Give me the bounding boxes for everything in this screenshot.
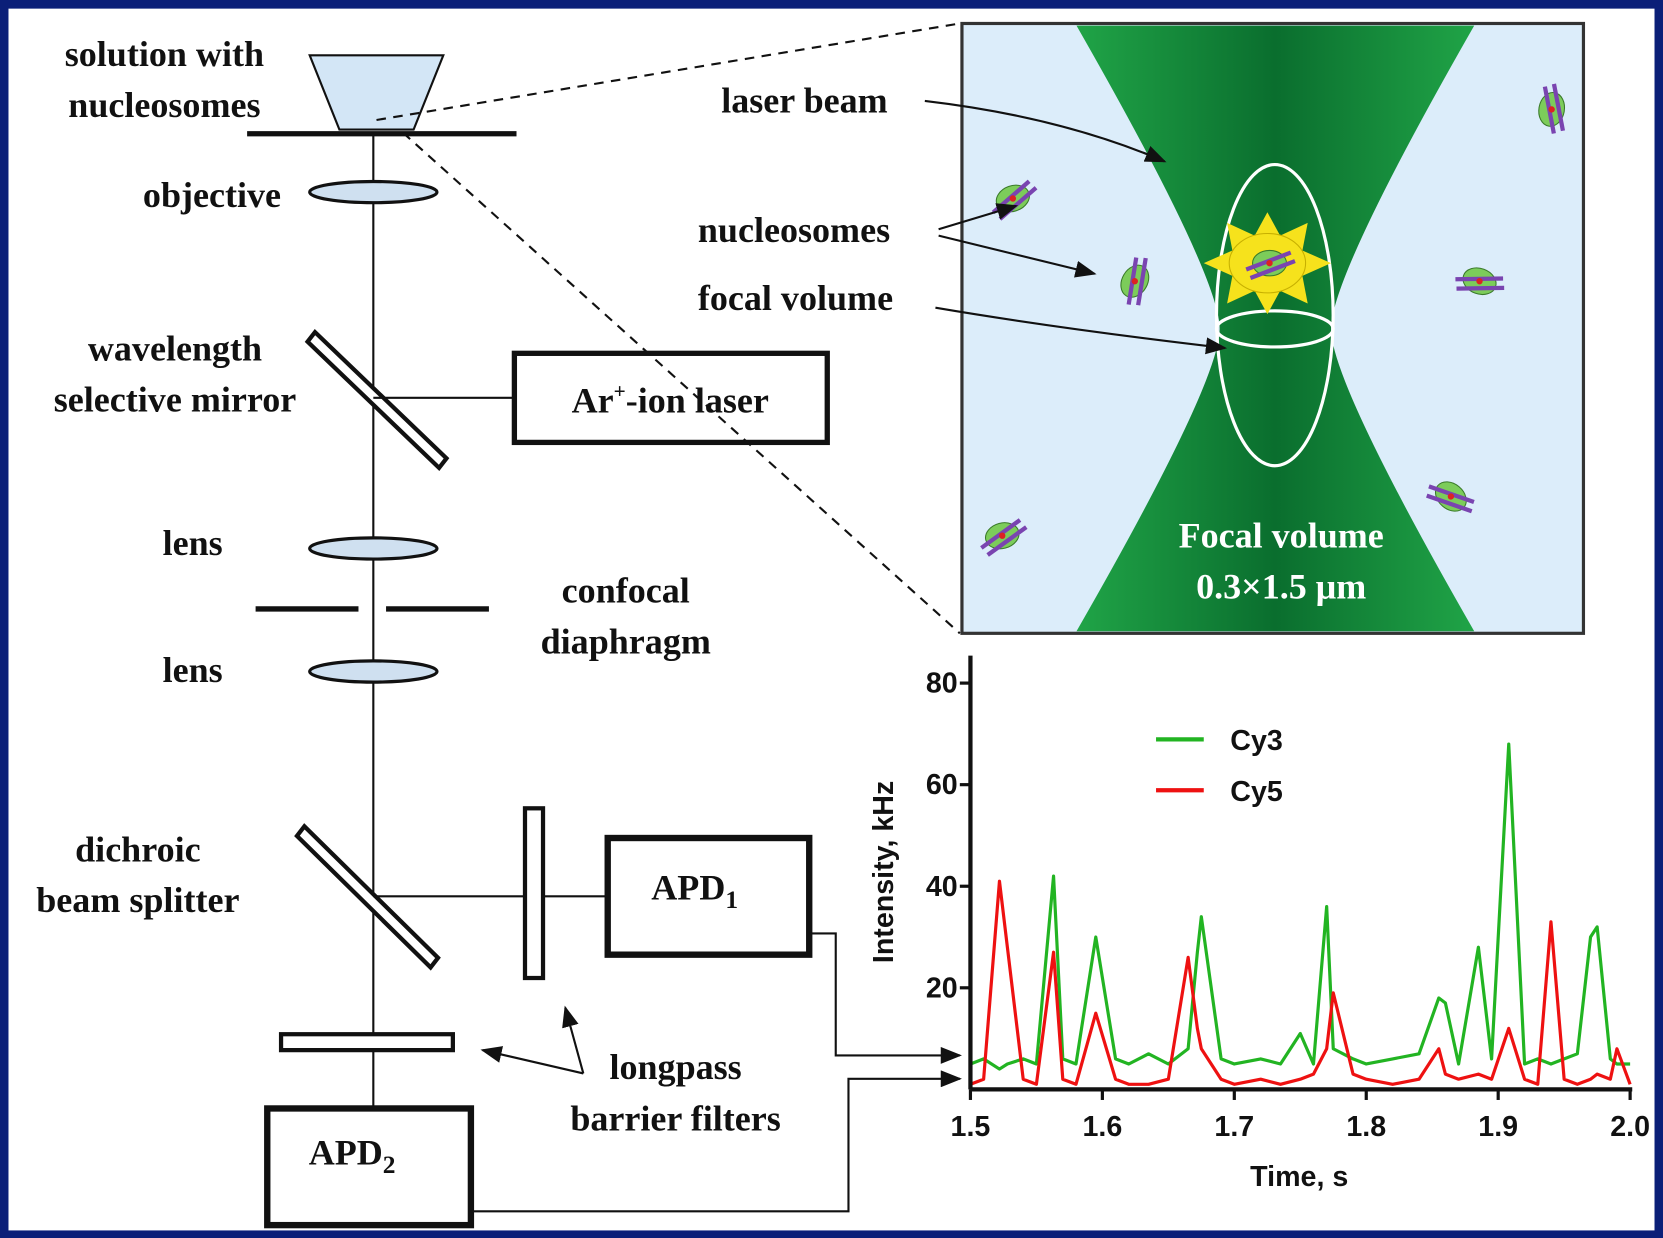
label: nucleosomes (698, 210, 890, 250)
label: APD1 (651, 868, 738, 914)
label: solution with (65, 34, 264, 74)
label: Ar+-ion laser (572, 379, 769, 421)
label: longpass (609, 1047, 741, 1087)
label: focal volume (698, 278, 893, 318)
legend-label: Cy5 (1230, 776, 1283, 808)
x-tick-label: 2.0 (1610, 1111, 1650, 1143)
lens (310, 538, 437, 559)
label: APD (309, 1133, 383, 1173)
y-axis-label: Intensity, kHz (868, 781, 900, 963)
x-tick-label: 1.9 (1478, 1111, 1518, 1143)
label: Ar (572, 381, 614, 421)
label: APD2 (309, 1133, 396, 1179)
x-tick-label: 1.7 (1214, 1111, 1254, 1143)
label: barrier filters (570, 1099, 781, 1139)
filter (281, 1034, 453, 1050)
label: 2 (383, 1150, 396, 1179)
lens (310, 661, 437, 682)
label: nucleosomes (68, 85, 260, 125)
label: objective (143, 175, 281, 215)
figure: solution with nucleosomes objective wave… (0, 0, 1663, 1238)
label: + (614, 379, 626, 403)
label: dichroic (75, 829, 200, 869)
label: lens (163, 650, 223, 690)
y-tick-label: 20 (926, 972, 958, 1004)
label: Focal volume (1179, 515, 1384, 555)
label: diaphragm (541, 621, 711, 661)
label: -ion laser (626, 381, 769, 421)
x-tick-label: 1.6 (1082, 1111, 1122, 1143)
label: laser beam (721, 81, 888, 121)
label: confocal (562, 571, 690, 611)
label: lens (163, 523, 223, 563)
x-axis-label: Time, s (1250, 1161, 1348, 1193)
x-tick-label: 1.8 (1346, 1111, 1386, 1143)
label: beam splitter (36, 880, 239, 920)
label: wavelength (88, 329, 262, 369)
label: APD (651, 868, 725, 908)
y-tick-label: 40 (926, 871, 958, 903)
x-tick-label: 1.5 (951, 1111, 991, 1143)
label: 0.3×1.5 μm (1196, 566, 1366, 606)
filter (525, 808, 543, 978)
objective-lens (310, 182, 437, 203)
label: selective mirror (54, 380, 297, 420)
y-tick-label: 60 (926, 769, 958, 801)
y-tick-label: 80 (926, 668, 958, 700)
legend-label: Cy3 (1230, 725, 1283, 757)
label: 1 (725, 885, 738, 914)
